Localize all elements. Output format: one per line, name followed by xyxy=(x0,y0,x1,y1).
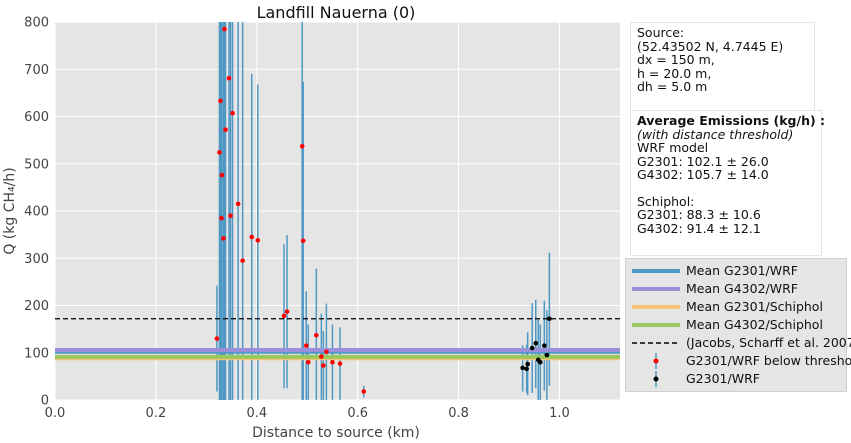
legend-label: Mean G2301/WRF xyxy=(686,263,798,278)
data-point xyxy=(226,75,232,81)
data-point xyxy=(542,343,547,348)
y-tick-label: 0 xyxy=(41,394,49,409)
source-info-box: Source: (52.43502 N, 4.7445 E) dx = 150 … xyxy=(630,22,815,124)
source-line: (52.43502 N, 4.7445 E) xyxy=(637,38,784,54)
wrf-line: G2301: 102.1 ± 26.0 xyxy=(637,153,769,169)
data-point xyxy=(524,366,529,372)
source-line: dx = 150 m, xyxy=(637,52,715,67)
legend-item: Mean G2301/Schiphol xyxy=(626,298,846,316)
y-tick-label: 300 xyxy=(24,252,49,267)
data-point xyxy=(300,238,306,244)
data-point xyxy=(222,26,227,32)
data-point xyxy=(281,313,287,319)
error-bars xyxy=(216,22,551,400)
data-point xyxy=(223,127,228,133)
source-line: Source: xyxy=(637,25,685,40)
data-point xyxy=(217,150,222,155)
schiphol-line: G4302: 91.4 ± 12.1 xyxy=(637,220,761,236)
legend-label: G2301/WRF below threshold xyxy=(686,353,851,368)
legend-item: G2301/WRF xyxy=(626,370,846,388)
x-axis-ticks: 0.0 0.2 0.4 0.6 0.8 1.0 xyxy=(45,406,570,421)
legend-item: Mean G4302/WRF xyxy=(626,280,846,298)
legend-item: Mean G2301/WRF xyxy=(626,262,846,280)
data-point xyxy=(284,309,290,314)
data-point xyxy=(520,365,525,371)
wrf-line: WRF model xyxy=(637,140,709,155)
data-point xyxy=(337,361,343,366)
legend-label: Mean G2301/Schiphol xyxy=(686,299,823,314)
y-tick-label: 400 xyxy=(24,205,49,220)
legend-label: (Jacobs, Scharff et al. 2007) xyxy=(686,335,851,350)
data-point xyxy=(321,363,326,368)
y-tick-label: 800 xyxy=(24,16,49,31)
data-point xyxy=(240,258,245,263)
legend-item: Mean G4302/Schiphol xyxy=(626,316,846,334)
data-point xyxy=(319,354,324,359)
x-tick-label: 0.4 xyxy=(246,406,267,421)
data-point xyxy=(219,215,224,221)
legend-label: G2301/WRF xyxy=(686,371,760,386)
data-point xyxy=(218,98,223,104)
data-points xyxy=(214,26,552,394)
data-point xyxy=(221,236,226,241)
legend: Mean G2301/WRF Mean G4302/WRF Mean G2301… xyxy=(625,258,851,392)
source-line: h = 20.0 m, xyxy=(637,65,712,81)
data-point xyxy=(314,332,319,338)
data-point xyxy=(525,361,530,367)
data-point xyxy=(361,389,367,394)
data-point xyxy=(299,143,305,149)
schiphol-line: G2301: 88.3 ± 10.6 xyxy=(637,207,761,222)
y-tick-label: 500 xyxy=(24,157,49,172)
emissions-subtitle: (with distance threshold) xyxy=(637,126,794,142)
wrf-line: G4302: 105.7 ± 14.0 xyxy=(637,167,769,182)
source-line: dh = 5.0 m xyxy=(637,79,708,94)
x-tick-label: 0.8 xyxy=(448,406,469,421)
data-point xyxy=(214,336,220,341)
data-point xyxy=(255,237,261,243)
legend-label: Mean G4302/Schiphol xyxy=(686,317,823,332)
mean-lines xyxy=(55,318,620,361)
data-point xyxy=(537,359,543,365)
data-point xyxy=(529,345,535,351)
data-point xyxy=(230,110,235,116)
schiphol-line: Schiphol: xyxy=(637,193,695,209)
data-point xyxy=(228,213,233,219)
y-axis-ticks: 0 100 200 300 400 500 600 700 800 xyxy=(24,16,49,409)
legend-item: (Jacobs, Scharff et al. 2007) xyxy=(626,334,851,352)
data-point xyxy=(533,341,539,346)
legend-label: Mean G4302/WRF xyxy=(686,281,798,296)
data-point xyxy=(305,359,311,365)
x-axis-label: Distance to source (km) xyxy=(252,425,420,441)
emissions-title: Average Emissions (kg/h) : xyxy=(637,113,826,128)
data-point xyxy=(547,316,552,322)
x-tick-label: 1.0 xyxy=(549,406,570,421)
data-point xyxy=(330,359,335,365)
y-tick-label: 700 xyxy=(24,63,49,78)
x-tick-label: 0.6 xyxy=(347,406,368,421)
data-point xyxy=(324,349,329,355)
emissions-info-box: Average Emissions (kg/h) : (with distanc… xyxy=(630,110,826,256)
chart-title: Landfill Nauerna (0) xyxy=(257,3,416,22)
y-tick-label: 600 xyxy=(24,110,49,125)
y-tick-label: 100 xyxy=(24,346,49,361)
data-point xyxy=(249,234,255,240)
legend-item: G2301/WRF below threshold xyxy=(626,352,851,370)
data-point xyxy=(303,343,309,348)
data-point xyxy=(219,172,225,178)
data-point xyxy=(235,201,241,207)
x-tick-label: 0.2 xyxy=(146,406,167,421)
y-tick-label: 200 xyxy=(24,299,49,314)
x-tick-label: 0.0 xyxy=(45,406,66,421)
y-axis-label: Q (kg CH₄/h) xyxy=(2,167,18,254)
data-point xyxy=(544,352,550,358)
